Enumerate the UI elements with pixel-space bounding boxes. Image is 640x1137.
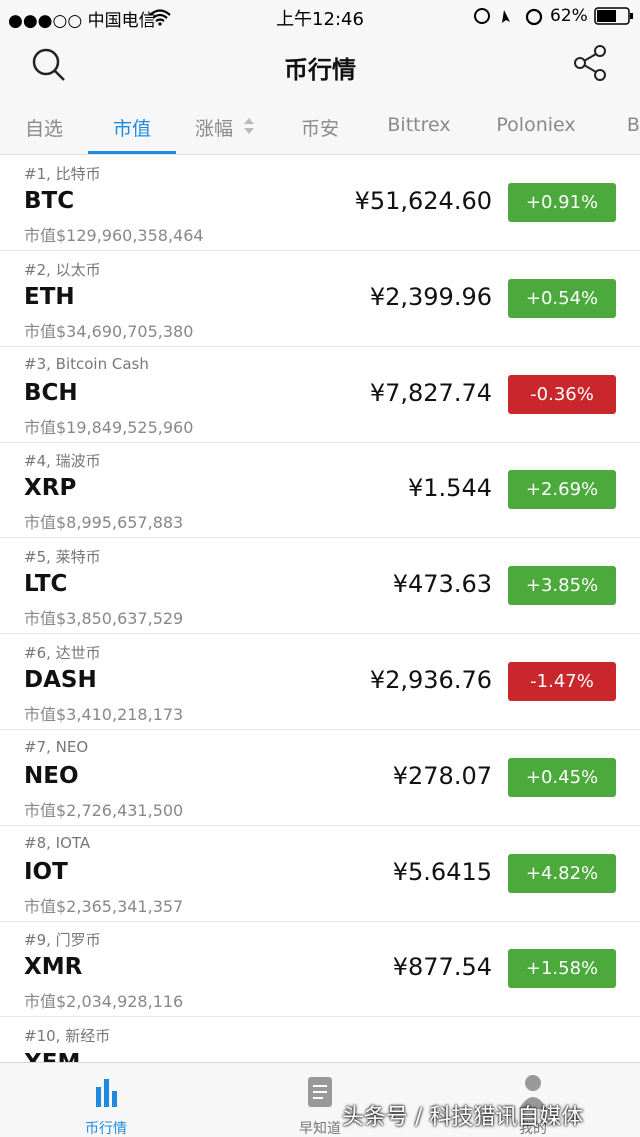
price: ¥473.63: [392, 570, 492, 599]
change-badge: +2.69%: [508, 470, 616, 510]
tab[interactable]: 涨幅: [194, 118, 234, 140]
coin-symbol: LTC: [24, 571, 68, 598]
page-title: 币行情: [284, 56, 356, 84]
coin-row[interactable]: #5, 莱特币 LTC 市值$3,850,637,529 ¥473.63 +3.85%: [0, 538, 640, 635]
coin-row[interactable]: #9, 门罗币 XMR 市值$2,034,928,116 ¥877.54 +1.58%: [0, 921, 640, 1018]
coin-row[interactable]: #8, IOTA IOT 市值$2,365,341,357 ¥5.6415 +4.82%: [0, 826, 640, 922]
coin-symbol: BTC: [24, 188, 75, 214]
change-badge: +0.91%: [508, 183, 616, 222]
coin-symbol: IOT: [24, 858, 68, 885]
search-button[interactable]: [30, 46, 68, 84]
watermark: 头条号 / 科技猎讯自媒体: [342, 1105, 584, 1130]
coin-symbol: ETH: [24, 283, 75, 310]
coin-symbol: BCH: [24, 379, 78, 406]
clock: 上午12:46: [276, 9, 364, 30]
market-cap: 市值$2,365,341,357: [24, 896, 184, 916]
share-button[interactable]: [572, 44, 610, 82]
tab[interactable]: Poloniex: [496, 114, 576, 136]
change-badge: +1.58%: [508, 949, 616, 989]
market-cap: 市值$8,995,657,883: [24, 513, 184, 533]
price: ¥877.54: [392, 953, 492, 982]
coin-symbol: DASH: [24, 667, 97, 693]
price: ¥7,827.74: [369, 378, 492, 407]
coin-row[interactable]: #1, 比特币 BTC 市值$129,960,358,464 ¥51,624.60 +0…: [0, 155, 640, 251]
change-badge: -0.36%: [508, 374, 616, 414]
coin-symbol: NEO: [24, 762, 79, 789]
coin-symbol: XRP: [24, 475, 77, 502]
bottom-tab[interactable]: 早知道: [299, 1121, 341, 1137]
wifi-icon: [149, 9, 171, 26]
change-badge: +3.85%: [508, 566, 616, 606]
market-cap: 市值$34,690,705,380: [24, 321, 194, 341]
price: ¥51,624.60: [354, 187, 492, 215]
news-icon: [308, 1077, 332, 1107]
price: ¥2,936.76: [369, 666, 492, 694]
coin-row[interactable]: #2, 以太币 ETH 市值$34,690,705,380 ¥2,399.96 +0.5…: [0, 251, 640, 347]
coin-rank: #2, 以太币: [24, 260, 101, 279]
coin-rank: #7, NEO: [24, 737, 89, 756]
coin-rank: #3, Bitcoin Cash: [24, 354, 149, 373]
coin-rank: #6, 达世币: [24, 644, 101, 662]
market-cap: 市值$3,410,218,173: [24, 705, 184, 724]
profile-icon: [519, 1075, 547, 1109]
change-badge: -1.47%: [508, 662, 616, 701]
coin-rank: #8, IOTA: [24, 833, 91, 852]
sort-icon: [244, 118, 254, 134]
price: ¥5.6415: [392, 857, 492, 886]
tab[interactable]: 市值: [112, 118, 152, 140]
coin-row[interactable]: #7, NEO NEO 市值$2,726,431,500 ¥278.07 +0.45%: [0, 730, 640, 826]
tab[interactable]: Bi: [626, 114, 640, 136]
tab[interactable]: Bittrex: [387, 114, 451, 136]
change-badge: +0.45%: [508, 757, 616, 797]
coin-row[interactable]: #6, 达世币 DASH 市值$3,410,218,173 ¥2,936.76 -1.4…: [0, 634, 640, 730]
market-cap: 市值$19,849,525,960: [24, 417, 194, 437]
price: ¥278.07: [392, 761, 492, 790]
coin-rank: #9, 门罗币: [24, 931, 101, 950]
market-cap: 市值$2,726,431,500: [24, 800, 184, 820]
coin-symbol: XMR: [24, 954, 83, 981]
carrier: ●●●○○ 中国电信: [8, 11, 156, 31]
coin-rank: #10, 新经币: [24, 1027, 111, 1046]
top-bar: ●●●○○ 中国电信 上午12:46 62% 币行情 自选 市值 涨幅 币安 Bittr…: [0, 0, 640, 155]
status-icons: [474, 8, 543, 26]
price: ¥1.544: [408, 474, 492, 503]
tab[interactable]: 自选: [24, 118, 64, 140]
market-cap: 市值$3,850,637,529: [24, 609, 184, 629]
market-icon: [96, 1079, 117, 1107]
market-cap: 市值$129,960,358,464: [24, 226, 204, 245]
coin-row[interactable]: #4, 瑞波币 XRP 市值$8,995,657,883 ¥1.544 +2.69%: [0, 442, 640, 539]
coin-rank: #4, 瑞波币: [24, 452, 101, 471]
change-badge: +4.82%: [508, 853, 616, 893]
bottom-nav: 币行情 早知道 我的 头条号 / 科技猎讯自媒体: [0, 1062, 640, 1137]
coin-row[interactable]: #3, Bitcoin Cash BCH 市值$19,849,525,960 ¥7,8…: [0, 347, 640, 443]
bottom-tab[interactable]: 我的: [519, 1121, 547, 1137]
active-tab-indicator: [88, 151, 176, 154]
bottom-tab[interactable]: 币行情: [85, 1121, 127, 1137]
change-badge: +0.54%: [508, 278, 616, 318]
battery-icon: [594, 7, 633, 25]
tab[interactable]: 币安: [300, 118, 340, 140]
battery-percent: 62%: [550, 6, 588, 26]
coin-rank: #5, 莱特币: [24, 548, 101, 567]
coin-rank: #1, 比特币: [24, 165, 101, 183]
price: ¥2,399.96: [369, 282, 492, 311]
market-cap: 市值$2,034,928,116: [24, 992, 184, 1012]
